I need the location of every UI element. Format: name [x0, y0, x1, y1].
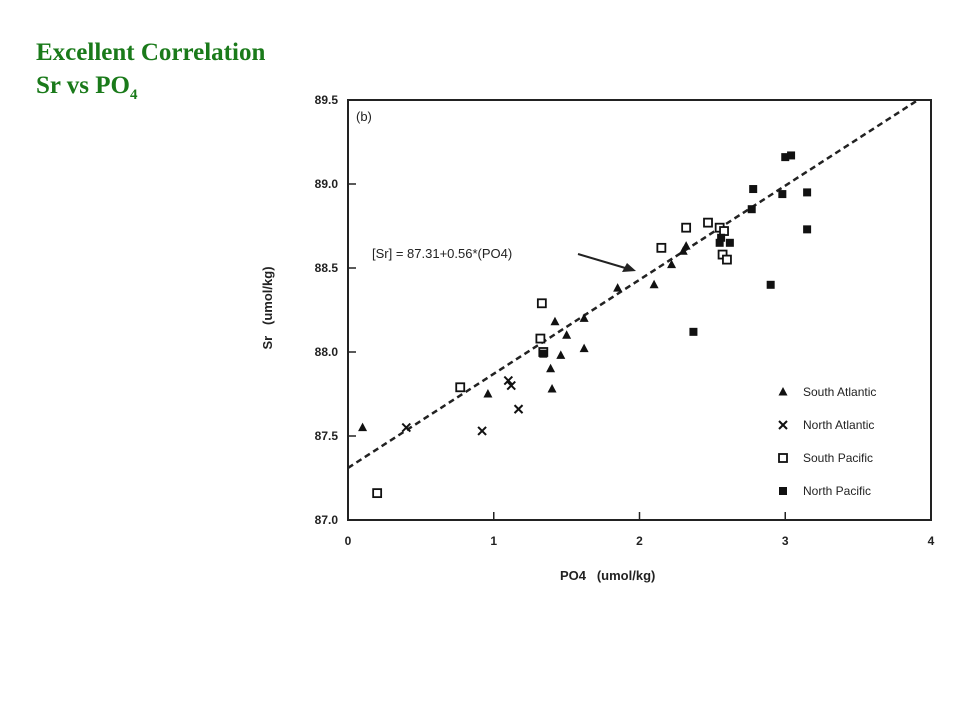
- north-pacific-point: [778, 190, 787, 199]
- south-atlantic-point: [579, 343, 589, 353]
- x-tick-label: 0: [345, 534, 352, 548]
- legend-label-north-pacific: North Pacific: [803, 484, 871, 498]
- north-atlantic-point: [506, 380, 516, 391]
- south-atlantic-point: [579, 313, 589, 322]
- title-subscript: 4: [130, 87, 138, 103]
- panel-label: (b): [356, 109, 372, 124]
- y-tick-label: 88.5: [315, 261, 339, 275]
- north-pacific-point: [749, 185, 758, 194]
- north-pacific-point: [689, 327, 698, 336]
- legend-marker-south-atlantic: [778, 387, 788, 396]
- y-tick-label: 87.5: [315, 429, 339, 443]
- data-points: [358, 151, 812, 499]
- legend: South Atlantic North Atlantic South Pacifi…: [778, 385, 876, 498]
- title-line-2-text: Sr vs PO: [36, 72, 130, 99]
- north-atlantic-point: [477, 426, 487, 436]
- title-line-1: Excellent Correlation: [36, 39, 266, 66]
- south-atlantic-point: [649, 279, 659, 289]
- equation-arrow: [577, 253, 636, 272]
- south-atlantic-point: [550, 316, 560, 326]
- y-tick-label: 88.0: [315, 345, 339, 359]
- y-ticks: 87.0 87.5 88.0 88.5 89.0 89.5: [315, 93, 356, 527]
- south-atlantic-point: [358, 422, 368, 432]
- north-atlantic-point: [503, 375, 514, 386]
- south-pacific-point: [681, 222, 692, 233]
- north-pacific-point: [803, 188, 812, 197]
- north-pacific-point: [747, 205, 756, 214]
- y-tick-label: 89.5: [315, 93, 339, 107]
- north-atlantic-point: [401, 422, 412, 433]
- y-axis-label: Sr (umol/kg): [260, 266, 275, 349]
- y-tick-label: 87.0: [315, 513, 339, 527]
- legend-marker-north-pacific: [779, 487, 787, 495]
- legend-label-south-atlantic: South Atlantic: [803, 385, 876, 399]
- south-pacific-point: [703, 217, 713, 228]
- north-pacific-point: [717, 233, 726, 242]
- south-pacific-point: [656, 242, 667, 253]
- south-pacific-point: [722, 254, 732, 265]
- north-pacific-point: [803, 225, 812, 234]
- north-pacific-point: [787, 151, 796, 160]
- north-pacific-point: [766, 280, 775, 289]
- south-atlantic-point: [678, 246, 688, 255]
- y-tick-label: 89.0: [315, 177, 339, 191]
- south-pacific-point: [536, 298, 547, 309]
- legend-label-south-pacific: South Pacific: [803, 451, 873, 465]
- north-pacific-point: [539, 349, 548, 358]
- south-atlantic-point: [562, 330, 572, 339]
- x-tick-label: 3: [782, 534, 789, 548]
- x-ticks: 0 1 2 3 4: [345, 512, 935, 548]
- slide-title: Excellent Correlation Sr vs PO4: [36, 36, 265, 106]
- north-atlantic-point: [513, 404, 524, 414]
- south-atlantic-point: [483, 389, 493, 398]
- south-pacific-point: [455, 382, 466, 393]
- north-pacific-point: [725, 238, 734, 247]
- south-atlantic-point: [681, 241, 691, 250]
- south-atlantic-point: [613, 283, 623, 292]
- legend-marker-south-pacific: [778, 453, 788, 463]
- legend-marker-north-atlantic: [778, 420, 788, 430]
- x-axis-label: PO4 (umol/kg): [560, 568, 655, 583]
- south-atlantic-point: [546, 363, 556, 373]
- x-tick-label: 1: [490, 534, 497, 548]
- south-atlantic-point: [547, 383, 557, 393]
- x-tick-label: 2: [636, 534, 643, 548]
- south-pacific-point: [372, 488, 383, 499]
- south-atlantic-point: [556, 350, 566, 359]
- legend-label-north-atlantic: North Atlantic: [803, 418, 874, 432]
- south-pacific-point: [535, 333, 546, 344]
- regression-line: [347, 98, 919, 469]
- regression-equation: [Sr] = 87.31+0.56*(PO4): [372, 246, 512, 261]
- north-pacific-point: [781, 153, 790, 162]
- x-tick-label: 4: [928, 534, 935, 548]
- title-line-2: Sr vs PO4: [36, 69, 265, 106]
- south-atlantic-point: [667, 259, 677, 269]
- north-pacific-point: [715, 238, 724, 247]
